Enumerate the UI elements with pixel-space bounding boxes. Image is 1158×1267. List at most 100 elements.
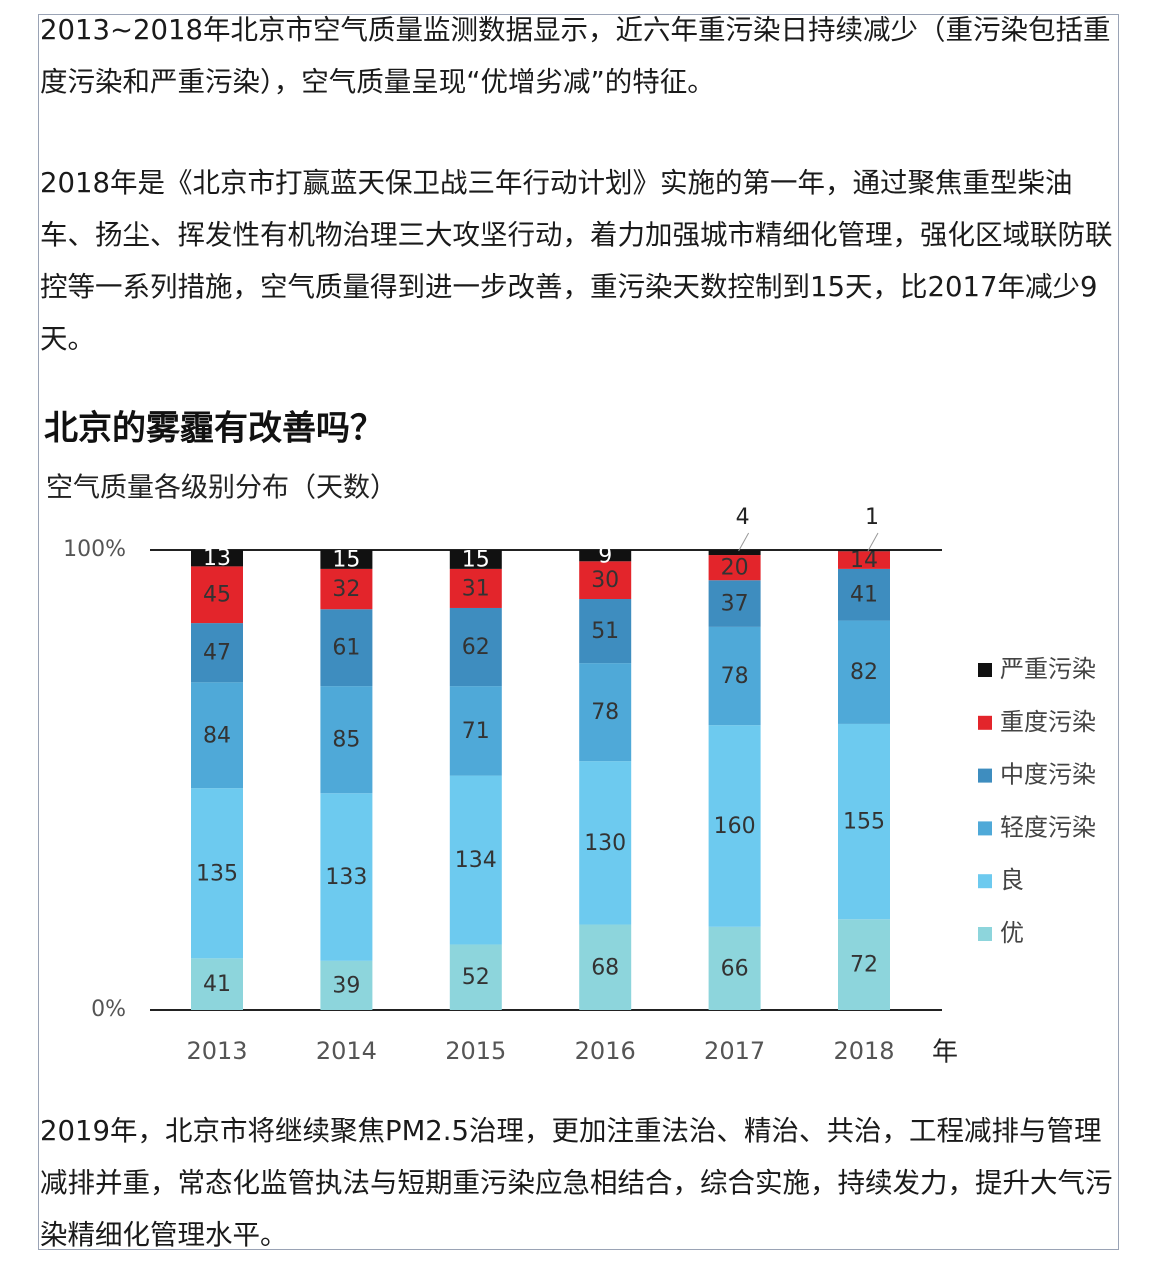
bar-segment	[579, 550, 632, 562]
bar-segment	[838, 551, 890, 569]
data-label: 61	[332, 636, 360, 661]
data-label: 41	[850, 583, 878, 608]
data-label: 41	[203, 972, 231, 997]
legend-label: 轻度污染	[1000, 813, 1096, 841]
bar-segment	[191, 566, 243, 624]
bar-segment	[838, 723, 890, 920]
x-tick-label: 2016	[575, 1037, 636, 1065]
bar-segment	[838, 550, 890, 552]
data-label: 135	[196, 861, 238, 886]
legend-label: 中度污染	[1000, 761, 1096, 789]
legend-label: 良	[1000, 866, 1024, 894]
data-label: 130	[584, 831, 626, 856]
data-label: 13	[203, 546, 231, 571]
x-axis-label: 年	[932, 1038, 958, 1068]
bar-segment	[579, 599, 632, 664]
bar-segment	[838, 568, 890, 621]
data-label: 4	[736, 505, 750, 530]
x-tick-label: 2015	[445, 1037, 506, 1065]
bar-segment	[449, 550, 502, 569]
legend-swatch	[978, 821, 992, 836]
bar-segment	[191, 788, 243, 959]
data-label: 32	[332, 577, 360, 602]
legend-label: 重度污染	[1000, 708, 1096, 736]
legend-swatch	[978, 663, 992, 677]
legend-swatch	[978, 874, 992, 889]
frame	[38, 14, 1119, 1250]
bar-segment	[838, 919, 890, 1010]
data-label: 84	[203, 723, 231, 748]
bar-segment	[320, 609, 373, 687]
data-label: 15	[332, 547, 360, 572]
legend-swatch	[978, 715, 992, 730]
bar-segment	[191, 958, 243, 1010]
data-label: 78	[721, 664, 749, 689]
bar-segment	[191, 623, 243, 683]
data-label: 85	[332, 728, 360, 753]
data-label: 9	[598, 544, 612, 569]
bar-segment	[449, 686, 502, 776]
paragraph: 2013~2018年北京市空气质量监测数据显示，近六年重污染日持续减少（重污染包…	[40, 14, 1111, 98]
x-tick-label: 2017	[704, 1037, 765, 1065]
bar-segment	[320, 960, 373, 1010]
legend-label: 严重污染	[1000, 655, 1096, 683]
data-label: 52	[462, 965, 490, 990]
bar-segment	[579, 761, 632, 925]
data-label: 78	[591, 700, 619, 725]
bar-segment	[191, 682, 243, 789]
data-label: 68	[591, 955, 619, 980]
data-label: 20	[721, 556, 749, 581]
data-label: 160	[714, 814, 756, 839]
bar-segment	[708, 725, 761, 927]
bar-segment	[449, 607, 502, 687]
data-label: 51	[591, 619, 619, 644]
data-label: 82	[850, 660, 878, 685]
data-label: 155	[843, 810, 885, 835]
data-label: 134	[455, 848, 497, 873]
data-label: 37	[721, 592, 749, 617]
bar-segment	[191, 550, 243, 567]
chart: 北京的雾霾有改善吗？ 空气质量各级别分布（天数） 年 0%100%2013411…	[44, 409, 1096, 1068]
bar-segment	[838, 620, 890, 724]
x-tick-label: 2018	[833, 1037, 894, 1065]
bar-segment	[449, 568, 502, 608]
x-tick-label: 2013	[186, 1037, 247, 1065]
legend-swatch	[978, 768, 992, 783]
data-label: 47	[203, 641, 231, 666]
data-label: 30	[591, 568, 619, 593]
chart-subtitle: 空气质量各级别分布（天数）	[46, 473, 397, 504]
bar-segment	[708, 555, 761, 581]
y-tick-label: 0%	[91, 997, 126, 1022]
chart-title: 北京的雾霾有改善吗？	[44, 409, 384, 449]
bar-segment	[320, 550, 373, 569]
bar-segment	[579, 924, 632, 1010]
bar-segment	[320, 686, 373, 794]
bar-segment	[708, 626, 761, 726]
data-label: 39	[332, 973, 360, 998]
leader-line	[738, 532, 750, 552]
data-label: 14	[850, 548, 878, 573]
data-label: 31	[462, 576, 490, 601]
data-label: 45	[203, 583, 231, 608]
data-label: 15	[462, 547, 490, 572]
leader-line	[867, 532, 879, 552]
legend-label: 优	[1000, 919, 1024, 947]
data-label: 71	[462, 719, 490, 744]
data-label: 133	[325, 865, 367, 890]
bar-segment	[320, 793, 373, 961]
paragraph: 2018年是《北京市打赢蓝天保卫战三年行动计划》实施的第一年，通过聚焦重型柴油车…	[40, 167, 1113, 355]
data-label: 72	[850, 953, 878, 978]
bar-segment	[579, 561, 632, 600]
x-tick-label: 2014	[316, 1037, 377, 1065]
bar-segment	[708, 550, 761, 556]
data-label: 62	[462, 635, 490, 660]
bar-segment	[708, 580, 761, 627]
y-tick-label: 100%	[63, 537, 126, 562]
bar-segment	[449, 944, 502, 1010]
data-label: 1	[865, 505, 879, 530]
bar-segment	[579, 663, 632, 762]
bar-segment	[449, 775, 502, 945]
legend-swatch	[978, 927, 992, 941]
data-label: 66	[721, 956, 749, 981]
